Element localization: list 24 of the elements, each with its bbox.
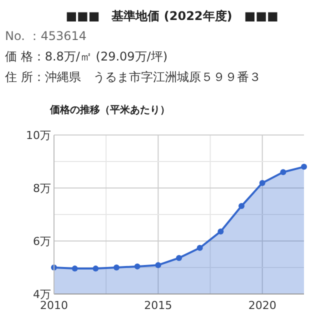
point <box>72 266 78 272</box>
point <box>218 228 224 234</box>
point <box>114 264 120 270</box>
text: No. ：453614 <box>5 29 87 43</box>
text: 価 格：8.8万/㎡ (29.09万/坪) <box>5 50 168 64</box>
point <box>238 203 244 210</box>
point <box>259 180 266 186</box>
point <box>134 263 140 270</box>
y-tick-label: 6万 <box>33 234 51 248</box>
text: 住 所：沖縄県 うるま市字江洲城原５９９番３ <box>4 70 261 84</box>
y-tick-label: 8万 <box>33 182 51 195</box>
y-tick-label: 10万 <box>26 128 51 142</box>
point <box>176 254 182 261</box>
point <box>196 244 203 251</box>
x-tick-label: 2010 <box>40 299 68 312</box>
y-tick-label: 4万 <box>33 288 51 301</box>
point <box>301 164 307 170</box>
point <box>155 262 162 268</box>
x-tick-label: 2015 <box>144 299 172 312</box>
chart-title: ■■■ 基準地価 (2022年度) ■■■ <box>66 9 278 23</box>
chart-subtitle: 価格の推移（平米あたり） <box>49 104 170 116</box>
point <box>92 266 99 272</box>
point <box>280 169 286 176</box>
x-tick-label: 2020 <box>248 299 276 312</box>
